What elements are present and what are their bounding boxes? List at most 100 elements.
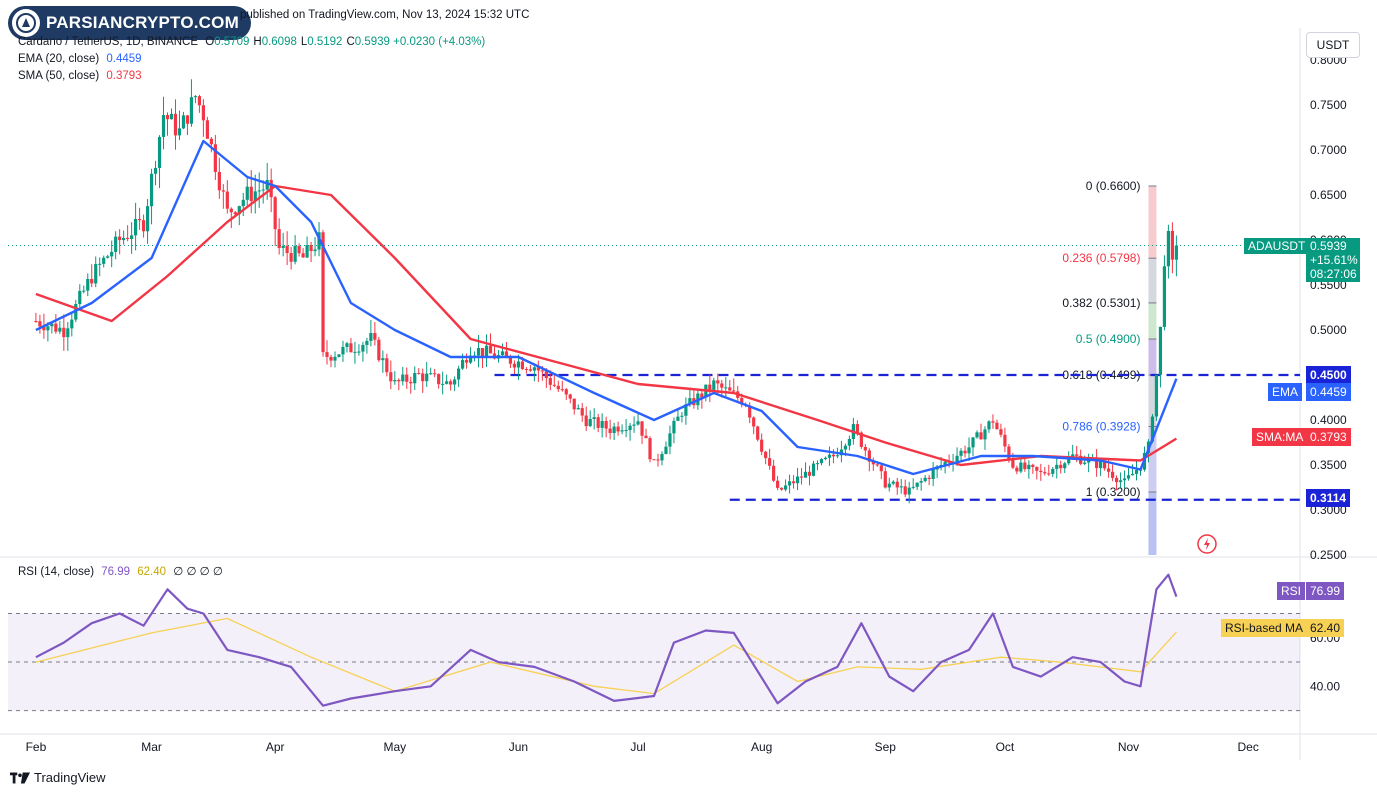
candle — [381, 350, 385, 373]
candle-body — [46, 326, 50, 331]
candle — [373, 322, 377, 346]
candle-body — [225, 191, 229, 209]
candle-body — [130, 235, 134, 240]
candle-body — [345, 343, 349, 347]
candle — [500, 343, 505, 357]
candle — [1015, 465, 1019, 475]
candle-body — [847, 438, 851, 446]
candle-body — [963, 450, 967, 454]
candle-body — [863, 446, 867, 451]
tradingview-footer[interactable]: TradingView — [10, 770, 106, 785]
candle — [959, 448, 963, 461]
candle-body — [608, 428, 612, 434]
candle — [301, 248, 305, 258]
sma-legend[interactable]: SMA (50, close) 0.3793 — [18, 68, 142, 84]
candle-body — [82, 290, 86, 292]
candle-body — [417, 373, 421, 375]
candle-body — [556, 385, 560, 390]
candle-body — [381, 358, 385, 361]
candle-body — [185, 115, 190, 124]
candle-body — [205, 120, 209, 139]
candle — [791, 475, 796, 489]
candle — [445, 374, 449, 385]
ohlc-values: O0.5709 H0.6098 L0.5192 C0.5939 — [201, 36, 390, 48]
candle-body — [971, 437, 975, 448]
candle — [457, 365, 461, 388]
candle — [185, 114, 190, 136]
candle — [1162, 255, 1167, 331]
candle-body — [580, 408, 584, 416]
candle-body — [413, 373, 417, 384]
candle — [337, 354, 341, 358]
candle — [149, 168, 154, 225]
candle-body — [460, 360, 465, 369]
candle-body — [201, 105, 205, 121]
candle — [644, 428, 648, 439]
candle-body — [453, 379, 457, 385]
x-tick-label: Feb — [26, 740, 47, 754]
candle-body — [457, 368, 461, 380]
candle-body — [321, 232, 325, 353]
candle — [684, 397, 688, 425]
candle — [887, 477, 891, 492]
candle-body — [141, 220, 146, 232]
support-tag: 0.3114 — [1306, 489, 1351, 507]
candle — [377, 336, 381, 362]
candle — [433, 368, 437, 378]
candle-body — [1015, 467, 1019, 472]
rsi-legend[interactable]: RSI (14, close) 76.99 62.40 ∅ ∅ ∅ ∅ — [18, 564, 223, 580]
last-price: 0.5939 — [1310, 239, 1347, 253]
candle — [839, 440, 844, 463]
candle-body — [544, 371, 548, 379]
candle-body — [349, 343, 353, 353]
candle-body — [516, 361, 521, 368]
candle-body — [1122, 478, 1127, 481]
candle-body — [548, 378, 552, 385]
candle-body — [644, 435, 648, 439]
sma-axis-value: 0.3793 — [1306, 428, 1351, 446]
currency-button[interactable]: USDT — [1306, 32, 1360, 58]
candle-body — [1031, 464, 1035, 467]
candle-body — [1154, 374, 1159, 417]
candle — [237, 205, 241, 226]
candle — [484, 334, 489, 367]
candle-body — [70, 319, 74, 329]
candle-body — [528, 369, 532, 371]
ema-legend[interactable]: EMA (20, close) 0.4459 — [18, 51, 142, 67]
lightning-icon[interactable] — [1196, 533, 1218, 555]
candle — [1154, 374, 1159, 421]
candle-body — [907, 487, 911, 495]
candle — [915, 482, 919, 491]
candle-body — [464, 360, 469, 363]
fib-zone — [1148, 375, 1157, 427]
candle — [1134, 460, 1139, 481]
candle-body — [134, 218, 138, 236]
candle-body — [1047, 473, 1051, 475]
candle-body — [189, 97, 194, 124]
x-tick-label: May — [383, 740, 406, 754]
price-tag-symbol: ADAUSDT — [1248, 239, 1306, 253]
change-value: +0.0230 (+4.03%) — [393, 36, 486, 48]
candle — [468, 347, 473, 364]
candle-body — [393, 379, 397, 382]
candle-body — [943, 461, 947, 465]
candle-body — [361, 344, 365, 352]
candle-body — [90, 278, 94, 284]
candle-body — [720, 383, 724, 388]
candle — [704, 384, 708, 402]
candle-body — [867, 450, 871, 462]
y-tick-label: 0.7000 — [1310, 143, 1347, 157]
candle — [676, 408, 680, 422]
candle-body — [106, 256, 110, 258]
candle-body — [357, 351, 361, 353]
candle — [1019, 458, 1023, 474]
candle-body — [991, 421, 995, 423]
candle — [628, 423, 632, 441]
candle-body — [768, 458, 772, 466]
candle-body — [676, 416, 680, 421]
candle — [584, 406, 588, 431]
candle-body — [317, 232, 321, 250]
candle — [568, 393, 572, 404]
candle — [397, 378, 401, 391]
